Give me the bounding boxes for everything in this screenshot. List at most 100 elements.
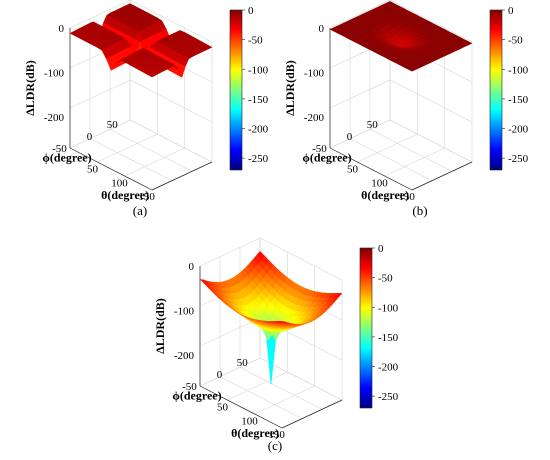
colorbar-gradient: [229, 9, 243, 171]
gridline: [129, 119, 213, 163]
gridline: [97, 133, 158, 163]
axes: [199, 237, 343, 429]
caption-a: (a): [133, 203, 147, 218]
x-tick-label: 50: [217, 402, 229, 414]
y-tick-label: 0: [217, 369, 223, 381]
gridline: [369, 129, 453, 172]
x-tick-label: 150: [398, 191, 415, 203]
colorbar-tick-label: -200: [508, 124, 529, 136]
x-tick-label: 100: [111, 177, 128, 189]
colorbar-tick-label: 0: [378, 243, 384, 255]
y-tick-label: -50: [312, 143, 327, 155]
x-tick-label: 150: [138, 191, 155, 203]
z-axis-label: ΔLDR(dB): [23, 60, 37, 116]
axis-line: [411, 161, 473, 191]
panel-b: 0 -100 -200 50 0 -50 50 100 150 ΔLDR(dB) ϕ(degree)…: [283, 0, 529, 203]
z-tick-label: -200: [304, 112, 325, 124]
z-tick-label: 0: [189, 261, 195, 273]
panel-c: 0 -100 -200 50 0 -50 50 100 150 ΔLDR(dB) ϕ(degree)…: [153, 237, 399, 441]
gridline: [389, 119, 473, 163]
colorbar-tick-label: 0: [248, 5, 254, 17]
axis-line: [329, 147, 413, 191]
colorbar-tick-label: -50: [378, 273, 393, 285]
z-tick-label: -100: [304, 67, 325, 79]
caption-b: (b): [412, 203, 427, 218]
colorbar-gradient: [489, 9, 503, 171]
y-tick-label: 0: [87, 131, 93, 143]
gridline: [254, 385, 315, 415]
gridline: [227, 371, 288, 401]
surface: [199, 251, 343, 385]
gridline: [349, 138, 433, 181]
surface: [69, 3, 213, 78]
y-tick-label: 50: [237, 357, 249, 369]
y-tick-label: 0: [347, 131, 353, 143]
y-axis-label: ϕ(degree): [172, 388, 221, 402]
gridline: [329, 119, 391, 149]
y-tick-label: 50: [107, 119, 119, 131]
gridline: [239, 367, 323, 410]
colorbar-tick-label: -250: [248, 153, 269, 165]
colorbar-tick-label: -250: [378, 391, 399, 403]
axis-line: [199, 385, 283, 429]
axis-line: [69, 147, 153, 191]
surface-patch: [277, 321, 286, 323]
surface: [329, 1, 473, 72]
colorbar-tick-label: -200: [378, 362, 399, 374]
gridline: [219, 376, 303, 419]
colorbar: 0 -50 -100 -150 -200 -250: [229, 5, 269, 171]
z-tick-label: 0: [319, 23, 325, 35]
colorbar-gradient: [359, 247, 373, 409]
y-axis-label: ϕ(degree): [42, 150, 91, 164]
gridline: [329, 79, 473, 123]
gridline: [109, 129, 193, 172]
caption-c: (c): [268, 438, 282, 453]
z-tick-label: 0: [59, 23, 65, 35]
colorbar: 0 -50 -100 -150 -200 -250: [489, 5, 529, 171]
gridline: [259, 357, 343, 401]
colorbar: 0 -50 -100 -150 -200 -250: [359, 243, 399, 409]
colorbar-tick-label: -50: [248, 35, 263, 47]
gridline: [199, 357, 261, 387]
x-tick-label: 50: [347, 164, 359, 176]
x-tick-label: 150: [268, 429, 285, 441]
x-axis-label: θ(degree): [231, 426, 279, 440]
colorbar-tick-label: 0: [508, 5, 514, 17]
colorbar-tick-label: -50: [508, 35, 523, 47]
colorbar-tick-label: -150: [378, 332, 399, 344]
axis-line: [281, 399, 343, 429]
colorbar-tick-label: -100: [508, 64, 529, 76]
z-tick-label: -100: [44, 67, 65, 79]
y-tick-label: -50: [182, 381, 197, 393]
gridline: [124, 147, 185, 177]
z-axis-label: ΔLDR(dB): [283, 60, 297, 116]
gridline: [89, 138, 173, 181]
z-tick-label: -200: [44, 112, 65, 124]
gridline: [357, 133, 418, 163]
x-axis-label: θ(degree): [361, 188, 409, 202]
y-axis-label: ϕ(degree): [302, 150, 351, 164]
panel-a: 0 -100 -200 50 0 -50 50 100 150 ΔLDR(dB) ϕ(degree)…: [23, 0, 269, 203]
x-axis-label: θ(degree): [101, 188, 149, 202]
gridline: [69, 119, 131, 149]
colorbar-tick-label: -200: [248, 124, 269, 136]
y-tick-label: -50: [52, 143, 67, 155]
y-tick-label: 50: [367, 119, 379, 131]
surface-patch: [406, 67, 416, 72]
gridline: [69, 79, 213, 123]
colorbar-tick-label: -100: [378, 302, 399, 314]
z-axis-label: ΔLDR(dB): [153, 298, 167, 354]
colorbar-tick-label: -100: [248, 64, 269, 76]
x-tick-label: 100: [241, 415, 258, 427]
z-tick-label: -100: [174, 305, 195, 317]
colorbar-tick-label: -150: [508, 94, 529, 106]
colorbar-tick-label: -150: [248, 94, 269, 106]
x-tick-label: 100: [371, 177, 388, 189]
axis-line: [151, 161, 213, 191]
colorbar-tick-label: -250: [508, 153, 529, 165]
z-tick-label: -200: [174, 350, 195, 362]
x-tick-label: 50: [87, 164, 99, 176]
surface-patch: [146, 72, 156, 78]
gridline: [384, 147, 445, 177]
